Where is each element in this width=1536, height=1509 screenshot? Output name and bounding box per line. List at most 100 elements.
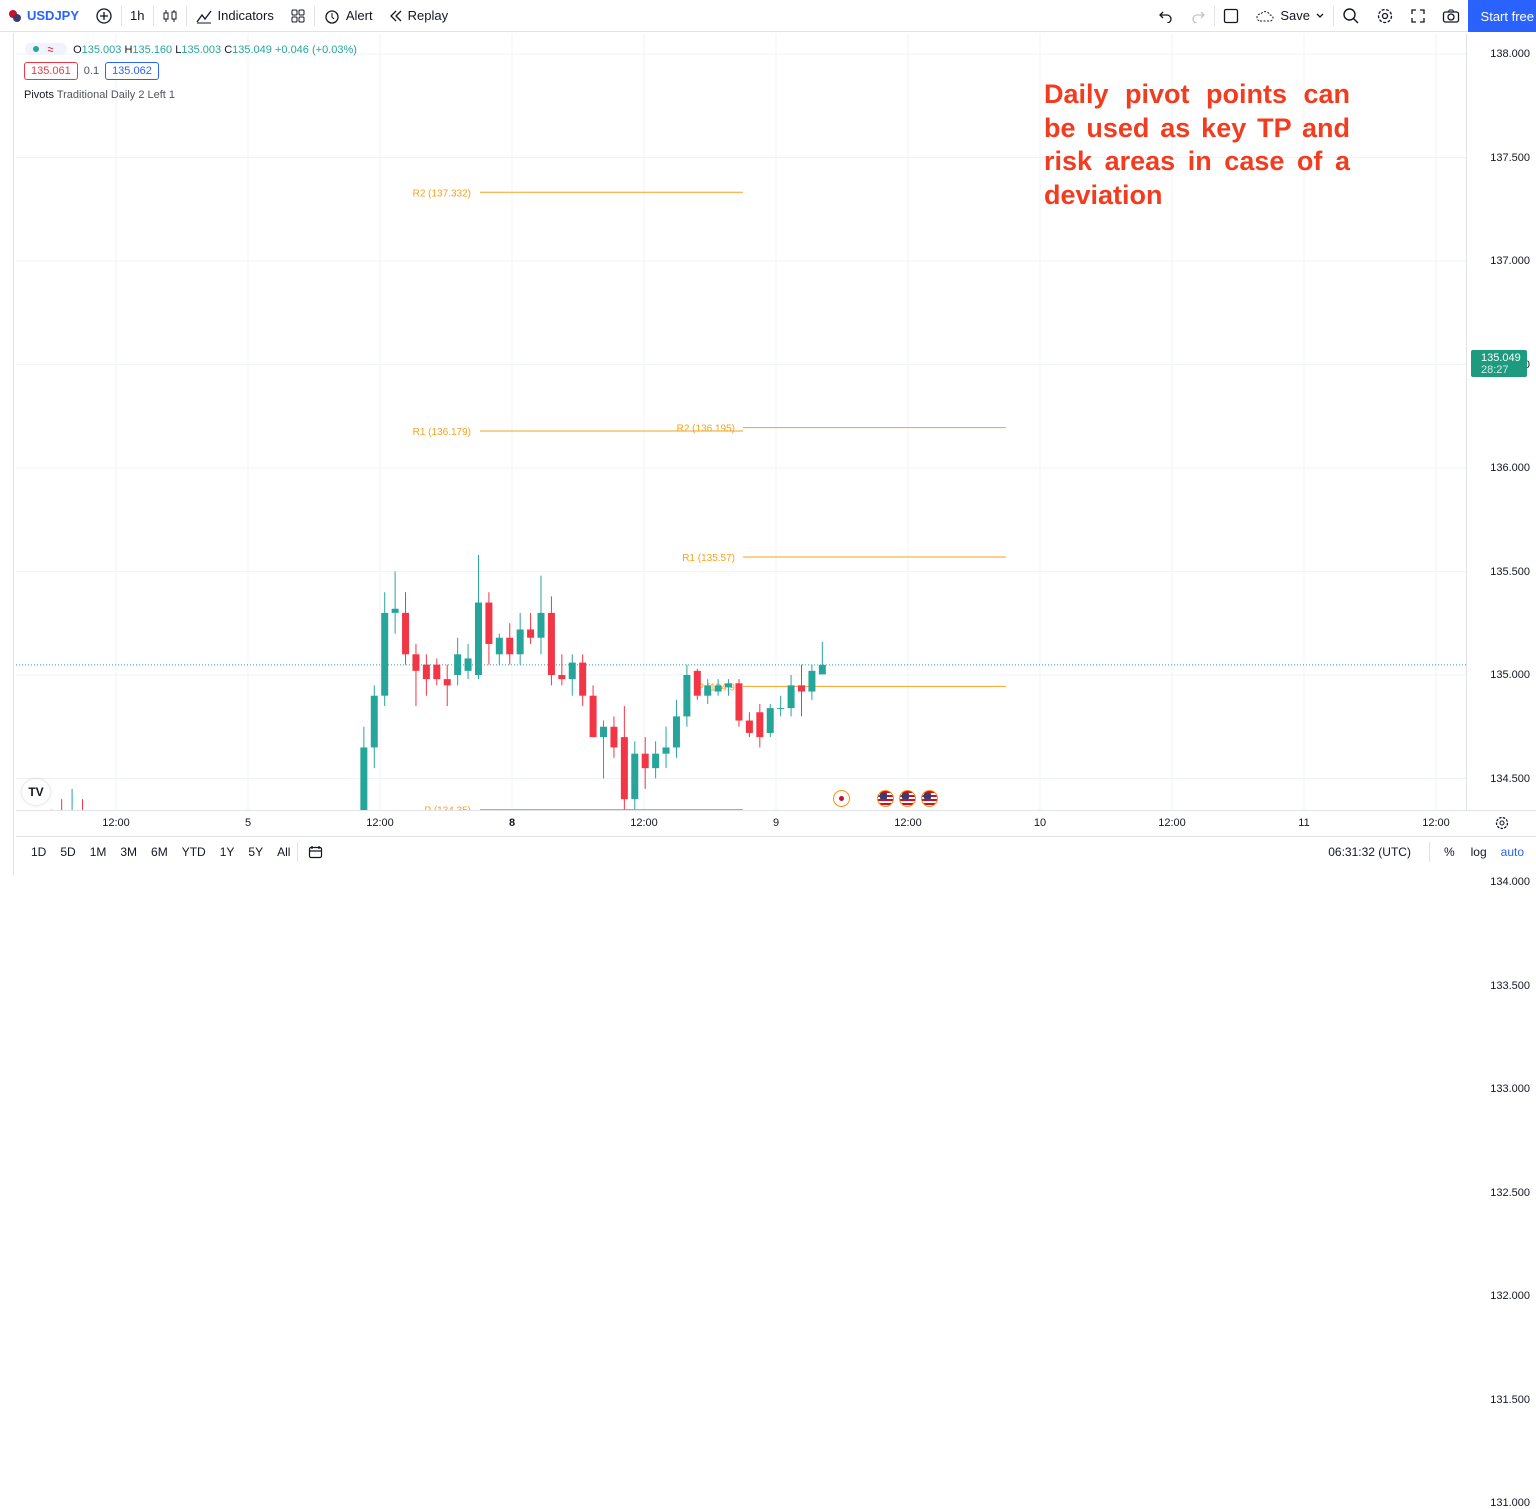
price-tick-label: 131.000 <box>1490 1497 1530 1509</box>
divider <box>121 5 123 26</box>
candle-body <box>360 747 368 810</box>
buy-price-button[interactable]: 135.062 <box>105 62 159 80</box>
candle-body <box>662 747 670 754</box>
candle-body <box>693 670 701 696</box>
candle-body <box>443 679 451 686</box>
auto-toggle[interactable]: auto <box>1500 844 1524 859</box>
close-value: 135.049 <box>232 44 272 56</box>
pivot-label: S1 (134.332) <box>677 809 735 810</box>
symbol-search[interactable]: USDJPY <box>0 0 87 32</box>
candle-body <box>704 685 712 696</box>
candle-body <box>422 664 430 680</box>
settings-button[interactable] <box>1368 0 1402 32</box>
range-button-1d[interactable]: 1D <box>31 844 47 859</box>
save-label: Save <box>1280 8 1310 23</box>
range-button-all[interactable]: All <box>277 844 291 859</box>
time-tick-label: 12:00 <box>366 817 394 829</box>
time-tick-label: 5 <box>244 817 252 829</box>
change-value: +0.046 (+0.03%) <box>274 44 357 56</box>
economic-event-us-icon[interactable] <box>921 790 938 807</box>
candle-body <box>506 637 514 655</box>
price-tick-label: 138.000 <box>1490 48 1530 60</box>
candle-body <box>787 685 795 709</box>
high-value: 135.160 <box>132 44 173 56</box>
range-button-6m[interactable]: 6M <box>151 844 168 859</box>
candle-body <box>808 670 816 692</box>
divider <box>1333 5 1334 26</box>
fullscreen-button[interactable] <box>1402 0 1434 32</box>
economic-event-jp-icon[interactable] <box>833 790 850 807</box>
price-tick-label: 134.500 <box>1490 772 1530 785</box>
economic-event-us-icon[interactable] <box>877 790 894 807</box>
gear-icon <box>1377 8 1393 23</box>
symbol-label: USDJPY <box>27 8 80 23</box>
indicators-icon <box>195 10 212 23</box>
indicators-button[interactable]: Indicators <box>187 0 282 32</box>
annotation-text[interactable]: Daily pivot points can be used as key TP… <box>1044 79 1350 210</box>
replay-button[interactable]: Replay <box>381 0 456 32</box>
pivot-levels: R2 (137.332) R1 (136.179) P (134.35) S1 (13… <box>413 188 1006 810</box>
symbol-flag-icon <box>9 9 21 22</box>
range-button-ytd[interactable]: YTD <box>181 844 206 859</box>
candle-body <box>485 602 493 644</box>
chart-pane[interactable]: R2 (137.332) R1 (136.179) P (134.35) S1 (13… <box>16 34 1466 810</box>
pivot-label: R2 (137.332) <box>413 188 471 199</box>
layout-button[interactable] <box>1215 0 1247 32</box>
status-icons[interactable] <box>24 42 70 56</box>
current-price-value: 135.049 <box>1481 352 1521 364</box>
percent-toggle[interactable]: % <box>1443 844 1455 859</box>
sell-price-button[interactable]: 135.061 <box>24 62 78 80</box>
spread-value: 0.1 <box>83 65 100 77</box>
candle-body <box>370 695 378 748</box>
price-axis[interactable]: 138.000137.500137.000136.500136.000135.5… <box>1466 34 1536 1509</box>
range-button-1y[interactable]: 1Y <box>219 844 235 859</box>
indicator-legend[interactable]: Pivots Traditional Daily 2 Left 1 <box>24 89 175 101</box>
range-button-5d[interactable]: 5D <box>60 844 76 859</box>
search-button[interactable] <box>1334 0 1368 32</box>
alert-button[interactable]: Alert <box>315 0 381 32</box>
candle-body <box>412 654 420 671</box>
layout-square-icon <box>1224 8 1239 23</box>
divider <box>152 5 154 26</box>
candle-body <box>454 654 462 675</box>
start-free-button[interactable]: Start free <box>1468 0 1536 32</box>
low-value: 135.003 <box>181 44 222 56</box>
layouts-button[interactable] <box>282 0 314 32</box>
drawing-toolbar-strip[interactable] <box>0 33 14 875</box>
interval-button[interactable]: 1h <box>122 0 152 32</box>
fullscreen-icon <box>1411 8 1425 23</box>
pivot-label: R2 (136.195) <box>677 424 735 435</box>
candle-body <box>547 612 555 675</box>
goto-date-icon[interactable] <box>308 845 324 859</box>
tradingview-logo[interactable]: TV <box>22 779 50 805</box>
chart-grid <box>16 34 1466 810</box>
range-button-5y[interactable]: 5Y <box>248 844 264 859</box>
candle-body <box>735 683 743 721</box>
candle-body <box>495 637 503 655</box>
price-tick-label: 134.000 <box>1490 876 1530 888</box>
range-button-1m[interactable]: 1M <box>89 844 107 859</box>
snapshot-button[interactable] <box>1434 0 1468 32</box>
time-tick-label: 12:00 <box>1158 817 1186 829</box>
range-button-3m[interactable]: 3M <box>120 844 138 859</box>
candle-body <box>516 629 524 655</box>
bottom-toolbar: 1D 5D 1M 3M 6M YTD 1Y 5Y All 06:31:32 (UTC) % lo… <box>16 836 1536 866</box>
search-icon <box>1343 7 1359 23</box>
time-axis[interactable]: 12:00 5 12:00 8 12:00 9 12:00 10 12:00 11 12:00 <box>16 810 1536 834</box>
candle-body <box>474 602 482 675</box>
compare-button[interactable] <box>87 0 121 32</box>
candle-body <box>464 658 472 671</box>
chart-type-button[interactable] <box>154 0 186 32</box>
log-toggle[interactable]: log <box>1470 844 1487 859</box>
redo-icon <box>1192 11 1206 23</box>
save-button[interactable]: Save <box>1247 0 1333 32</box>
undo-button[interactable] <box>1150 0 1182 32</box>
economic-event-us-icon[interactable] <box>899 790 916 807</box>
redo-button[interactable] <box>1182 0 1214 32</box>
price-tick-label: 132.500 <box>1490 1186 1530 1199</box>
replay-label: Replay <box>407 8 449 23</box>
utc-clock[interactable]: 06:31:32 (UTC) <box>1328 844 1411 859</box>
bar-countdown: 28:27 <box>1481 364 1509 376</box>
candle-body <box>766 708 774 733</box>
axis-settings-gear-icon[interactable] <box>1494 815 1510 831</box>
